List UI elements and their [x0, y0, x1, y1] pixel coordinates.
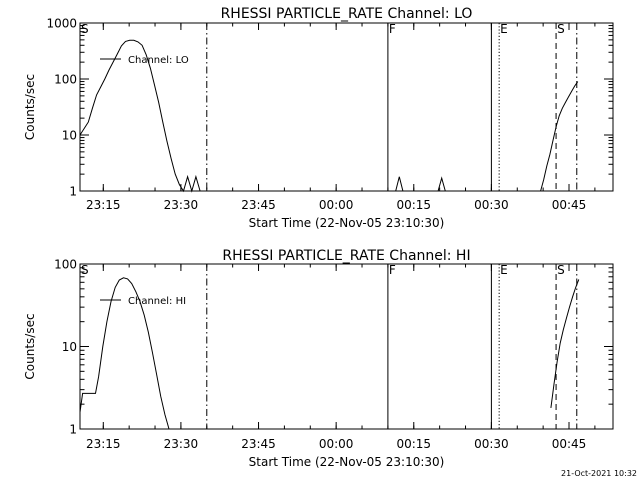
y-tick-label: 10 [62, 129, 77, 143]
x-axis-label: Start Time (22-Nov-05 23:10:30) [249, 455, 445, 469]
legend-label: Channel: HI [128, 296, 186, 307]
data-series-line [437, 176, 446, 192]
x-tick-label: 00:30 [474, 198, 509, 212]
x-axis-label: Start Time (22-Nov-05 23:10:30) [249, 216, 445, 230]
event-marker-label: S [81, 22, 89, 36]
x-tick-label: 23:15 [86, 437, 121, 451]
event-marker-label: E [500, 22, 508, 36]
event-marker-label: S [81, 263, 89, 277]
x-tick-label: 00:15 [396, 437, 431, 451]
x-tick-label: 00:15 [396, 198, 431, 212]
event-marker-label: E [500, 263, 508, 277]
data-series-line [395, 176, 404, 192]
y-axis-label: Counts/sec [23, 313, 37, 379]
x-tick-label: 00:00 [319, 437, 354, 451]
y-tick-label: 100 [54, 258, 77, 272]
x-tick-label: 00:30 [474, 437, 509, 451]
event-marker-label: S [557, 263, 565, 277]
y-tick-label: 100 [54, 73, 77, 87]
y-tick-label: 1 [69, 185, 77, 199]
x-tick-label: 00:45 [552, 437, 587, 451]
y-axis-label: Counts/sec [23, 74, 37, 140]
x-tick-label: 00:45 [552, 198, 587, 212]
chart-title: RHESSI PARTICLE_RATE Channel: HI [222, 248, 470, 264]
legend-label: Channel: LO [128, 55, 189, 66]
data-series-line [550, 279, 580, 408]
y-tick-label: 1000 [46, 17, 77, 31]
chart-title: RHESSI PARTICLE_RATE Channel: LO [221, 6, 473, 22]
data-series-line [79, 39, 201, 193]
event-marker-label: F [389, 22, 396, 36]
x-tick-label: 23:45 [241, 198, 276, 212]
plot-frame [79, 22, 614, 192]
plot-frame [79, 263, 614, 430]
x-tick-label: 00:00 [319, 198, 354, 212]
footer-timestamp: 21-Oct-2021 10:32 [561, 469, 637, 478]
data-series-line [540, 81, 579, 192]
chart-panel-2: RHESSI PARTICLE_RATE Channel: HI 23:15 23:… [23, 248, 614, 469]
x-tick-label: 23:30 [164, 198, 199, 212]
event-marker-label: S [557, 22, 565, 36]
x-tick-label: 23:45 [241, 437, 276, 451]
chart-panel-1: RHESSI PARTICLE_RATE Channel: LO 23:15 23:… [23, 6, 614, 230]
y-tick-label: 1 [69, 423, 77, 437]
data-series-line [79, 277, 170, 430]
event-marker-label: F [389, 263, 396, 277]
y-tick-label: 10 [62, 340, 77, 354]
x-tick-label: 23:30 [164, 437, 199, 451]
x-tick-label: 23:15 [86, 198, 121, 212]
